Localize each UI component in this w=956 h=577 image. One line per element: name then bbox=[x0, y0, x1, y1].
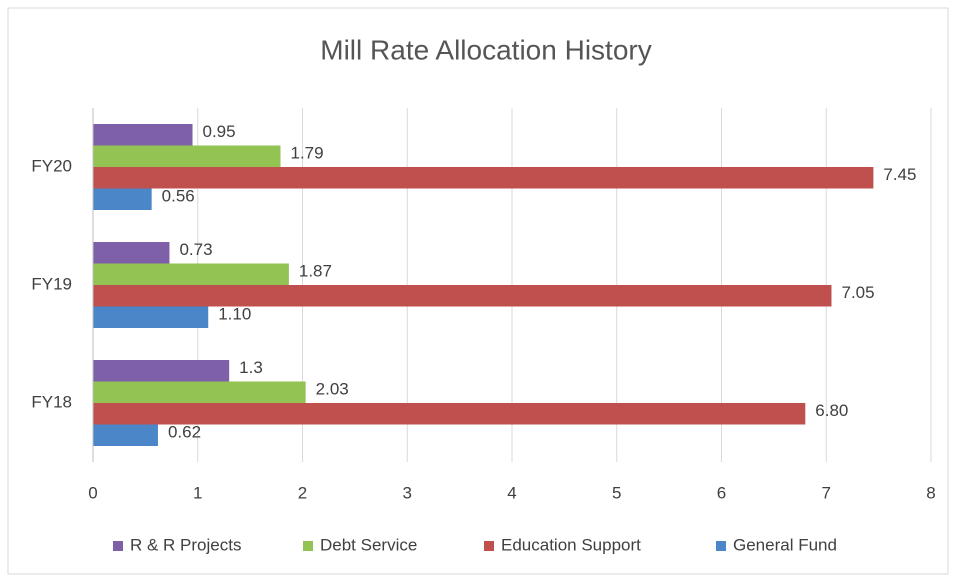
value-label: 1.79 bbox=[291, 144, 324, 163]
y-tick-label: FY18 bbox=[31, 392, 72, 411]
value-label: 1.87 bbox=[299, 262, 332, 281]
chart-title: Mill Rate Allocation History bbox=[320, 34, 651, 65]
legend-label: Education Support bbox=[501, 535, 641, 554]
value-label: 0.95 bbox=[203, 122, 236, 141]
value-label: 7.45 bbox=[883, 165, 916, 184]
bar bbox=[93, 124, 193, 146]
legend-label: R & R Projects bbox=[130, 535, 241, 554]
bar bbox=[93, 145, 281, 167]
x-tick-label: 1 bbox=[193, 483, 202, 502]
value-label: 0.56 bbox=[162, 187, 195, 206]
x-tick-label: 6 bbox=[717, 483, 726, 502]
value-label: 0.62 bbox=[168, 423, 201, 442]
value-label: 1.3 bbox=[239, 358, 263, 377]
y-tick-label: FY19 bbox=[31, 274, 72, 293]
bar bbox=[93, 188, 152, 210]
bar bbox=[93, 242, 170, 264]
legend-swatch bbox=[716, 541, 726, 551]
x-tick-label: 5 bbox=[612, 483, 621, 502]
legend-label: Debt Service bbox=[320, 535, 417, 554]
legend-swatch bbox=[484, 541, 494, 551]
value-label: 1.10 bbox=[218, 305, 251, 324]
x-tick-label: 2 bbox=[298, 483, 307, 502]
bar bbox=[93, 285, 832, 307]
x-tick-label: 3 bbox=[403, 483, 412, 502]
x-tick-label: 4 bbox=[507, 483, 516, 502]
value-label: 0.73 bbox=[179, 240, 212, 259]
bar bbox=[93, 424, 158, 446]
x-tick-label: 0 bbox=[88, 483, 97, 502]
legend-label: General Fund bbox=[733, 535, 837, 554]
bar bbox=[93, 403, 806, 425]
x-tick-label: 8 bbox=[926, 483, 935, 502]
value-label: 2.03 bbox=[316, 380, 349, 399]
x-tick-label: 7 bbox=[822, 483, 831, 502]
bar bbox=[93, 263, 289, 285]
value-label: 6.80 bbox=[815, 401, 848, 420]
bar bbox=[93, 306, 209, 328]
y-tick-label: FY20 bbox=[31, 156, 72, 175]
legend-swatch bbox=[303, 541, 313, 551]
value-label: 7.05 bbox=[841, 283, 874, 302]
bar bbox=[93, 360, 230, 382]
bar bbox=[93, 167, 874, 189]
legend-swatch bbox=[113, 541, 123, 551]
bar bbox=[93, 381, 306, 403]
